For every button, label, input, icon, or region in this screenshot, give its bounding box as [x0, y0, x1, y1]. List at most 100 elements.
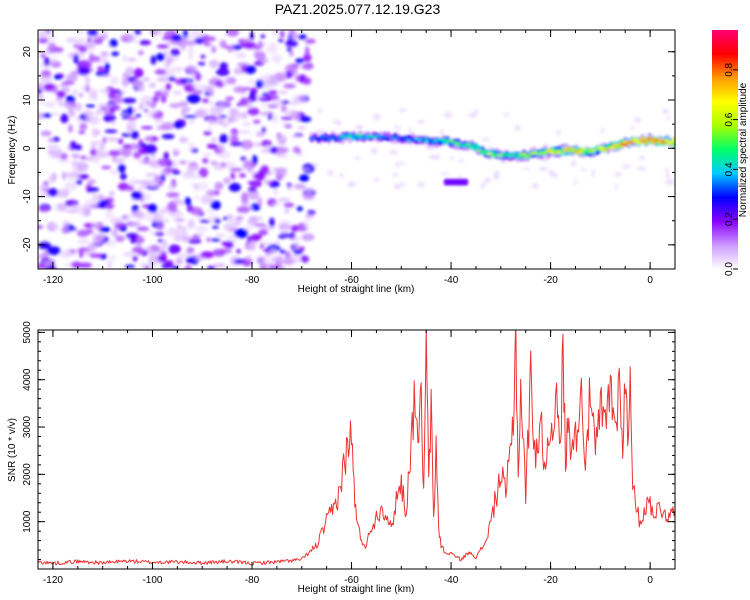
- heatmap-noise-blob: [61, 171, 66, 181]
- heatmap-noise-blob: [130, 130, 139, 140]
- y-tick-label: 3000: [22, 415, 33, 438]
- heatmap-noise-blob: [271, 202, 283, 206]
- heatmap-noise-blob: [301, 233, 315, 242]
- heatmap-noise-blob: [66, 173, 81, 181]
- heatmap-noise-blob: [458, 175, 462, 179]
- heatmap-noise-blob: [233, 86, 247, 93]
- heatmap-noise-blob: [206, 237, 211, 243]
- heatmap-noise-blob: [146, 185, 159, 190]
- heatmap-noise-blob: [160, 263, 174, 269]
- heatmap-noise-blob: [111, 51, 120, 57]
- heatmap-noise-blob: [144, 144, 158, 155]
- heatmap-signal-layer: [309, 130, 675, 186]
- heatmap-noise-blob: [89, 253, 103, 258]
- heatmap-noise-blob: [42, 113, 52, 118]
- heatmap-noise-blob: [175, 259, 184, 265]
- heatmap-noise-blob: [186, 64, 198, 73]
- heatmap-noise-blob: [393, 183, 401, 190]
- heatmap-noise-blob: [156, 44, 170, 49]
- heatmap-signal-cell: [403, 136, 409, 139]
- snr-x-axis-label: Height of straight line (km): [298, 584, 415, 595]
- x-tick-label: -60: [344, 275, 359, 286]
- heatmap-noise-blob: [209, 100, 214, 107]
- heatmap-signal-cell: [525, 155, 531, 158]
- heatmap-noise-blob: [372, 114, 381, 120]
- heatmap-noise-blob: [239, 173, 246, 178]
- colorbar-ticks: 0.0 0.2 0.4 0.6 0.8: [724, 62, 738, 276]
- heatmap-noise-blob: [180, 41, 186, 52]
- heatmap-noise-blob: [204, 209, 214, 213]
- heatmap-noise-blob: [253, 223, 267, 228]
- heatmap-noise-blob: [279, 266, 285, 269]
- heatmap-noise-blob: [135, 114, 142, 118]
- heatmap-noise-blob: [119, 112, 129, 117]
- heatmap-noise-blob: [432, 154, 441, 160]
- heatmap-noise-blob: [168, 76, 176, 82]
- heatmap-noise-blob: [287, 185, 292, 191]
- colorbar-tick-label: 0.4: [724, 162, 735, 176]
- heatmap-signal-cell: [497, 154, 503, 157]
- heatmap-noise-blob: [514, 125, 521, 131]
- heatmap-noise-blob: [522, 167, 532, 170]
- heatmap-signal-cell: [465, 142, 472, 146]
- heatmap-noise-blob: [665, 179, 675, 186]
- heatmap-noise-blob: [279, 249, 286, 254]
- heatmap-signal-cell: [476, 149, 482, 152]
- heatmap-noise-blob: [241, 192, 249, 203]
- heatmap-noise-blob: [662, 108, 669, 114]
- x-tick-label: -60: [344, 575, 359, 586]
- heatmap-signal-cell: [493, 150, 499, 156]
- heatmap-noise-blob: [160, 85, 165, 93]
- heatmap-noise-blob: [163, 151, 169, 161]
- heatmap-noise-blob: [370, 147, 378, 154]
- y-tick-label: 10: [22, 94, 33, 106]
- heatmap-noise-blob: [222, 216, 228, 221]
- heatmap-signal-cell: [336, 136, 343, 139]
- heatmap-signal-cell: [427, 138, 433, 141]
- heatmap-noise-blob: [161, 122, 175, 131]
- heatmap-y-axis-label: Frequency (Hz): [7, 116, 18, 185]
- heatmap-noise-blob: [64, 181, 78, 191]
- heatmap-noise-blob: [137, 50, 144, 56]
- heatmap-noise-blob: [92, 239, 99, 245]
- heatmap-noise-blob: [251, 215, 256, 219]
- heatmap-noise-blob: [174, 218, 186, 222]
- heatmap-noise-blob: [217, 150, 231, 159]
- heatmap-noise-blob: [638, 155, 645, 160]
- heatmap-noise-blob: [111, 158, 126, 162]
- heatmap-noise-blob: [278, 139, 286, 146]
- heatmap-noise-blob: [665, 173, 671, 179]
- heatmap-noise-blob: [171, 67, 186, 71]
- heatmap-noise-blob: [665, 167, 669, 173]
- heatmap-noise-blob: [289, 63, 301, 68]
- heatmap-noise-blob: [53, 74, 63, 80]
- heatmap-noise-blob: [38, 30, 48, 40]
- heatmap-noise-blob: [347, 181, 356, 188]
- colorbar: 0.0 0.2 0.4 0.6 0.8 Normalized spectral ampl…: [712, 30, 749, 276]
- heatmap-noise-blob: [197, 61, 206, 66]
- heatmap-noise-blob: [54, 50, 63, 55]
- heatmap-noise-blob: [260, 34, 266, 39]
- heatmap-noise-blob: [171, 171, 181, 175]
- heatmap-noise-blob: [154, 232, 165, 236]
- heatmap-noise-blob: [185, 256, 196, 264]
- heatmap-noise-blob: [39, 76, 53, 84]
- heatmap-noise-blob: [298, 34, 307, 40]
- heatmap-noise-blob: [85, 75, 90, 86]
- heatmap-noise-blob: [77, 238, 90, 245]
- heatmap-noise-blob: [199, 219, 211, 223]
- heatmap-noise-blob: [303, 53, 312, 62]
- heatmap-signal-cell: [577, 147, 583, 152]
- heatmap-noise-blob: [63, 87, 70, 93]
- heatmap-noise-blob: [69, 249, 77, 254]
- heatmap-noise-blob: [145, 100, 150, 107]
- heatmap-noise-blob: [91, 127, 98, 138]
- y-tick-label: 5000: [22, 321, 33, 344]
- heatmap-noise-blob: [138, 102, 144, 111]
- heatmap-noise-blob: [252, 119, 261, 124]
- heatmap-noise-blob: [395, 124, 399, 130]
- heatmap-noise-blob: [104, 239, 117, 247]
- heatmap-noise-blob: [158, 208, 166, 216]
- heatmap-noise-blob: [249, 233, 261, 242]
